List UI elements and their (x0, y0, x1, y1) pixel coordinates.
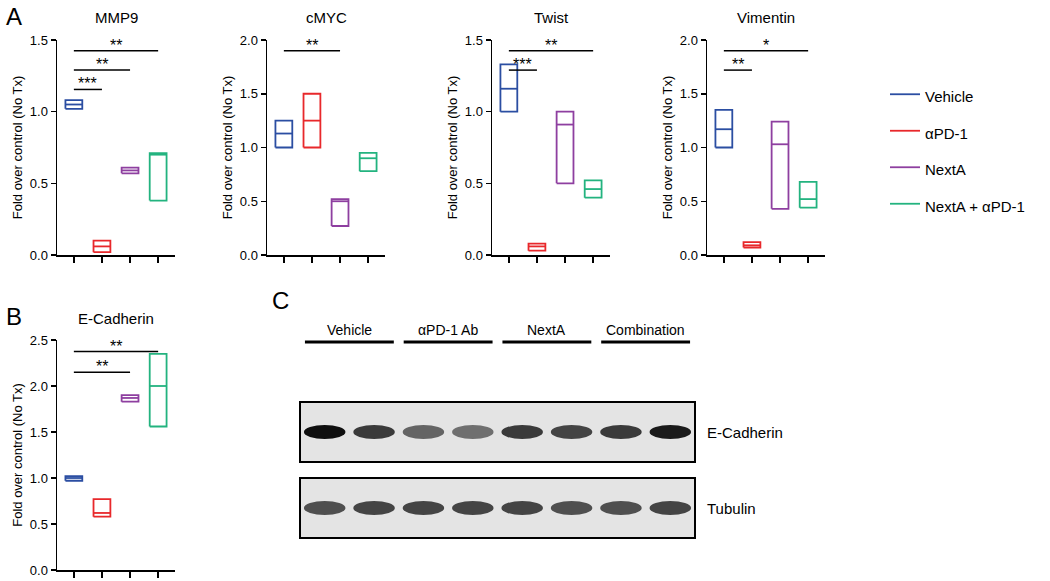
svg-text:1.5: 1.5 (680, 86, 698, 101)
svg-text:2.0: 2.0 (30, 379, 48, 394)
svg-text:0.0: 0.0 (240, 248, 258, 263)
svg-text:NextA + αPD-1: NextA + αPD-1 (925, 198, 1025, 215)
svg-text:Vehicle: Vehicle (925, 88, 973, 105)
svg-text:cMYC: cMYC (306, 9, 347, 26)
svg-text:**: ** (732, 56, 744, 73)
svg-text:0.5: 0.5 (680, 194, 698, 209)
svg-text:0.5: 0.5 (30, 176, 48, 191)
svg-text:B: B (6, 303, 22, 330)
svg-text:Fold over control (No Tx): Fold over control (No Tx) (660, 76, 675, 220)
svg-text:Combination: Combination (606, 322, 685, 338)
svg-text:αPD-1 Ab: αPD-1 Ab (418, 322, 478, 338)
svg-text:0.5: 0.5 (240, 194, 258, 209)
svg-text:NextA: NextA (925, 161, 966, 178)
svg-text:0.5: 0.5 (465, 176, 483, 191)
svg-text:**: ** (96, 358, 108, 375)
svg-text:C: C (272, 287, 289, 314)
svg-text:1.5: 1.5 (240, 86, 258, 101)
svg-text:1.0: 1.0 (680, 140, 698, 155)
svg-text:1.0: 1.0 (465, 104, 483, 119)
svg-text:0.0: 0.0 (465, 248, 483, 263)
svg-text:Fold over control (No Tx): Fold over control (No Tx) (445, 76, 460, 220)
svg-text:1.0: 1.0 (30, 104, 48, 119)
svg-text:**: ** (110, 338, 122, 355)
svg-text:Fold over control (No Tx): Fold over control (No Tx) (10, 76, 25, 220)
svg-text:0.0: 0.0 (680, 248, 698, 263)
svg-text:2.5: 2.5 (30, 333, 48, 348)
svg-text:**: ** (306, 37, 318, 54)
svg-text:Fold over control (No Tx): Fold over control (No Tx) (220, 76, 235, 220)
svg-text:1.5: 1.5 (465, 33, 483, 48)
svg-text:Tubulin: Tubulin (707, 500, 756, 517)
svg-text:MMP9: MMP9 (95, 9, 138, 26)
svg-text:***: *** (513, 56, 532, 73)
svg-text:**: ** (110, 37, 122, 54)
svg-text:E-Cadherin: E-Cadherin (78, 310, 154, 327)
svg-text:0.0: 0.0 (30, 563, 48, 578)
svg-text:**: ** (96, 56, 108, 73)
svg-text:2.0: 2.0 (680, 33, 698, 48)
svg-text:Vimentin: Vimentin (737, 9, 795, 26)
svg-text:***: *** (78, 75, 97, 92)
svg-text:Vehicle: Vehicle (327, 322, 372, 338)
svg-text:A: A (6, 3, 22, 30)
svg-text:αPD-1: αPD-1 (925, 125, 968, 142)
svg-text:2.0: 2.0 (240, 33, 258, 48)
svg-text:0.5: 0.5 (30, 517, 48, 532)
svg-text:NextA: NextA (527, 322, 566, 338)
svg-text:0.0: 0.0 (30, 248, 48, 263)
svg-text:1.0: 1.0 (240, 140, 258, 155)
svg-text:*: * (763, 37, 769, 54)
svg-text:E-Cadherin: E-Cadherin (707, 424, 783, 441)
svg-text:Fold over control (No Tx): Fold over control (No Tx) (10, 383, 25, 527)
svg-text:**: ** (545, 37, 557, 54)
svg-text:1.5: 1.5 (30, 425, 48, 440)
svg-text:1.0: 1.0 (30, 471, 48, 486)
svg-text:1.5: 1.5 (30, 33, 48, 48)
svg-text:Twist: Twist (534, 9, 569, 26)
